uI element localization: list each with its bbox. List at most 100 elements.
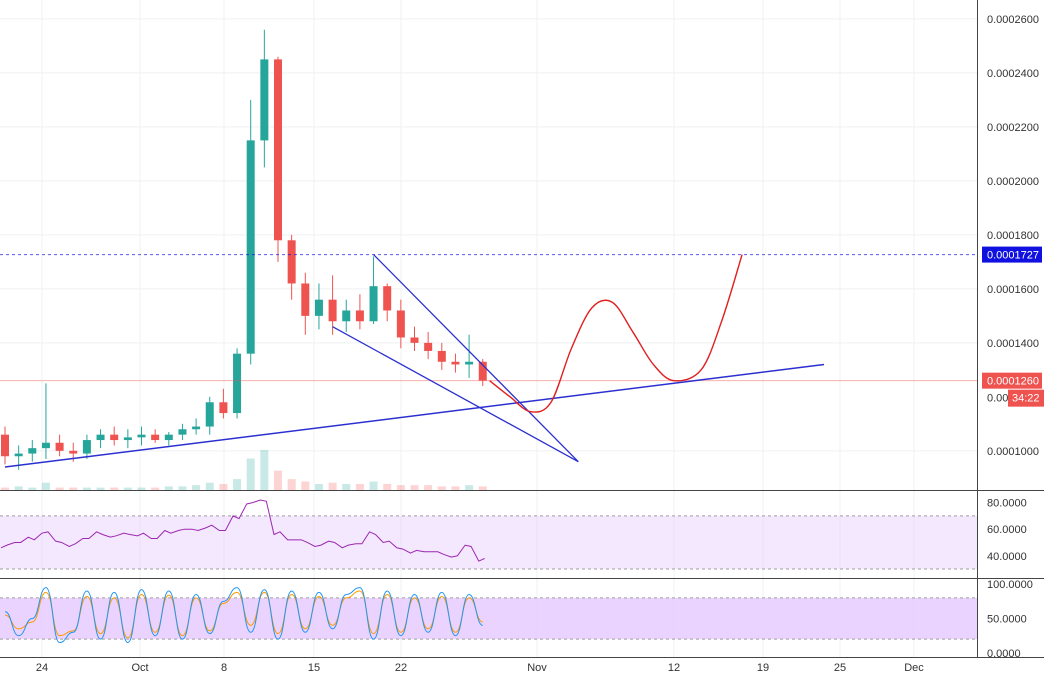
resistance-price-tag (982, 246, 1042, 263)
candle-body (451, 361, 460, 365)
rsi-panel (0, 499, 977, 570)
candle-body (478, 361, 487, 381)
volume-bar (301, 481, 310, 490)
candle-body (55, 442, 64, 451)
candle-body (110, 434, 119, 441)
volume-bar (178, 486, 187, 490)
candle-body (14, 453, 23, 457)
date-label: 8 (221, 662, 227, 674)
volume-bar (164, 486, 173, 490)
volume-bar (355, 483, 364, 490)
volume-bar (205, 482, 214, 490)
candle-body (246, 140, 255, 354)
volume-bar (478, 486, 487, 490)
wedge-lower-line (332, 326, 579, 463)
stoch-panel (0, 587, 977, 644)
candle-body (287, 240, 296, 284)
price-tick-fragment: 0.00 (987, 393, 1008, 405)
price-tick-label: 0.0001800 (987, 230, 1039, 242)
candle-body (355, 310, 364, 322)
chart-grid (0, 0, 977, 657)
price-tick-label: 0.0002000 (987, 176, 1039, 188)
candle-body (192, 426, 201, 430)
volume-bar (396, 485, 405, 490)
candle-body (437, 350, 446, 362)
volume-bar (383, 483, 392, 490)
volume-bar (410, 485, 419, 490)
candle-body (137, 434, 146, 438)
candle-body (69, 450, 78, 454)
stoch-band (0, 597, 977, 640)
rsi-tick-label: 40.0000 (987, 551, 1027, 563)
candle-body (96, 434, 105, 441)
last-price-label: 0.0001260 (987, 376, 1039, 388)
volume-bar (328, 482, 337, 490)
candle-body (274, 59, 282, 241)
last-price-tag (982, 372, 1042, 389)
volume-bar (233, 479, 242, 490)
resistance-price-label: 0.0001727 (987, 250, 1039, 262)
axis-labels: 24 Oct 8 15 22 Nov 12 19 25 Dec 0.0002600 0.0002400… (36, 14, 1044, 674)
volume-bar (110, 487, 119, 490)
volume-bar (1, 487, 9, 490)
candle-body (151, 434, 160, 441)
volume-bar (451, 486, 460, 490)
volume-bar (123, 487, 132, 490)
volume-bars (1, 450, 487, 490)
volume-bar (219, 483, 228, 490)
volume-bar (369, 481, 378, 490)
volume-bar (424, 485, 433, 490)
volume-bar (41, 482, 50, 490)
candle-body (396, 310, 405, 338)
candle-body (342, 310, 351, 322)
volume-bar (342, 483, 351, 490)
candle-body (410, 337, 419, 343)
volume-bar (151, 487, 160, 490)
volume-bar (287, 479, 296, 490)
candle-body (369, 286, 378, 322)
volume-bar (465, 485, 474, 490)
candle-body (424, 342, 433, 351)
volume-bar (246, 458, 255, 490)
price-tick-label: 0.0002200 (987, 122, 1039, 134)
price-tick-label: 0.0002600 (987, 14, 1039, 26)
candle-body (314, 299, 323, 316)
candle-body (123, 437, 132, 441)
date-label: Dec (904, 662, 924, 674)
candle-body (1, 434, 9, 457)
date-label: Nov (527, 662, 547, 674)
axes (0, 0, 1044, 658)
volume-bar (82, 487, 91, 490)
price-tick-label: 0.0001600 (987, 284, 1039, 296)
volume-bar (137, 487, 146, 490)
drawings (0, 254, 977, 468)
volume-bar (28, 487, 37, 490)
stoch-tick-label: 50.0000 (987, 614, 1027, 626)
date-label: 12 (668, 662, 680, 674)
rsi-line (0, 499, 485, 562)
ascending-support-line (4, 363, 825, 468)
date-label: 25 (834, 662, 846, 674)
date-label: Oct (131, 662, 148, 674)
wedge-upper-line (373, 254, 579, 463)
candle-body (465, 361, 474, 365)
stoch-k-line (4, 587, 483, 644)
volume-bar (55, 487, 64, 490)
rsi-tick-label: 80.0000 (987, 498, 1027, 510)
candle-body (383, 286, 392, 311)
candle-body (219, 402, 228, 414)
price-tick-label: 0.0002400 (987, 68, 1039, 80)
candle-body (28, 448, 37, 454)
countdown-tag (1008, 389, 1044, 407)
volume-bar (314, 483, 323, 490)
projection-curve (489, 254, 743, 413)
date-label: 19 (757, 662, 769, 674)
date-label: 24 (36, 662, 48, 674)
candle-body (82, 440, 91, 454)
date-label: 15 (308, 662, 320, 674)
volume-bar (437, 486, 446, 490)
candle-body (41, 442, 50, 449)
stoch-tick-label: 100.0000 (987, 579, 1033, 591)
candle-body (205, 402, 214, 427)
